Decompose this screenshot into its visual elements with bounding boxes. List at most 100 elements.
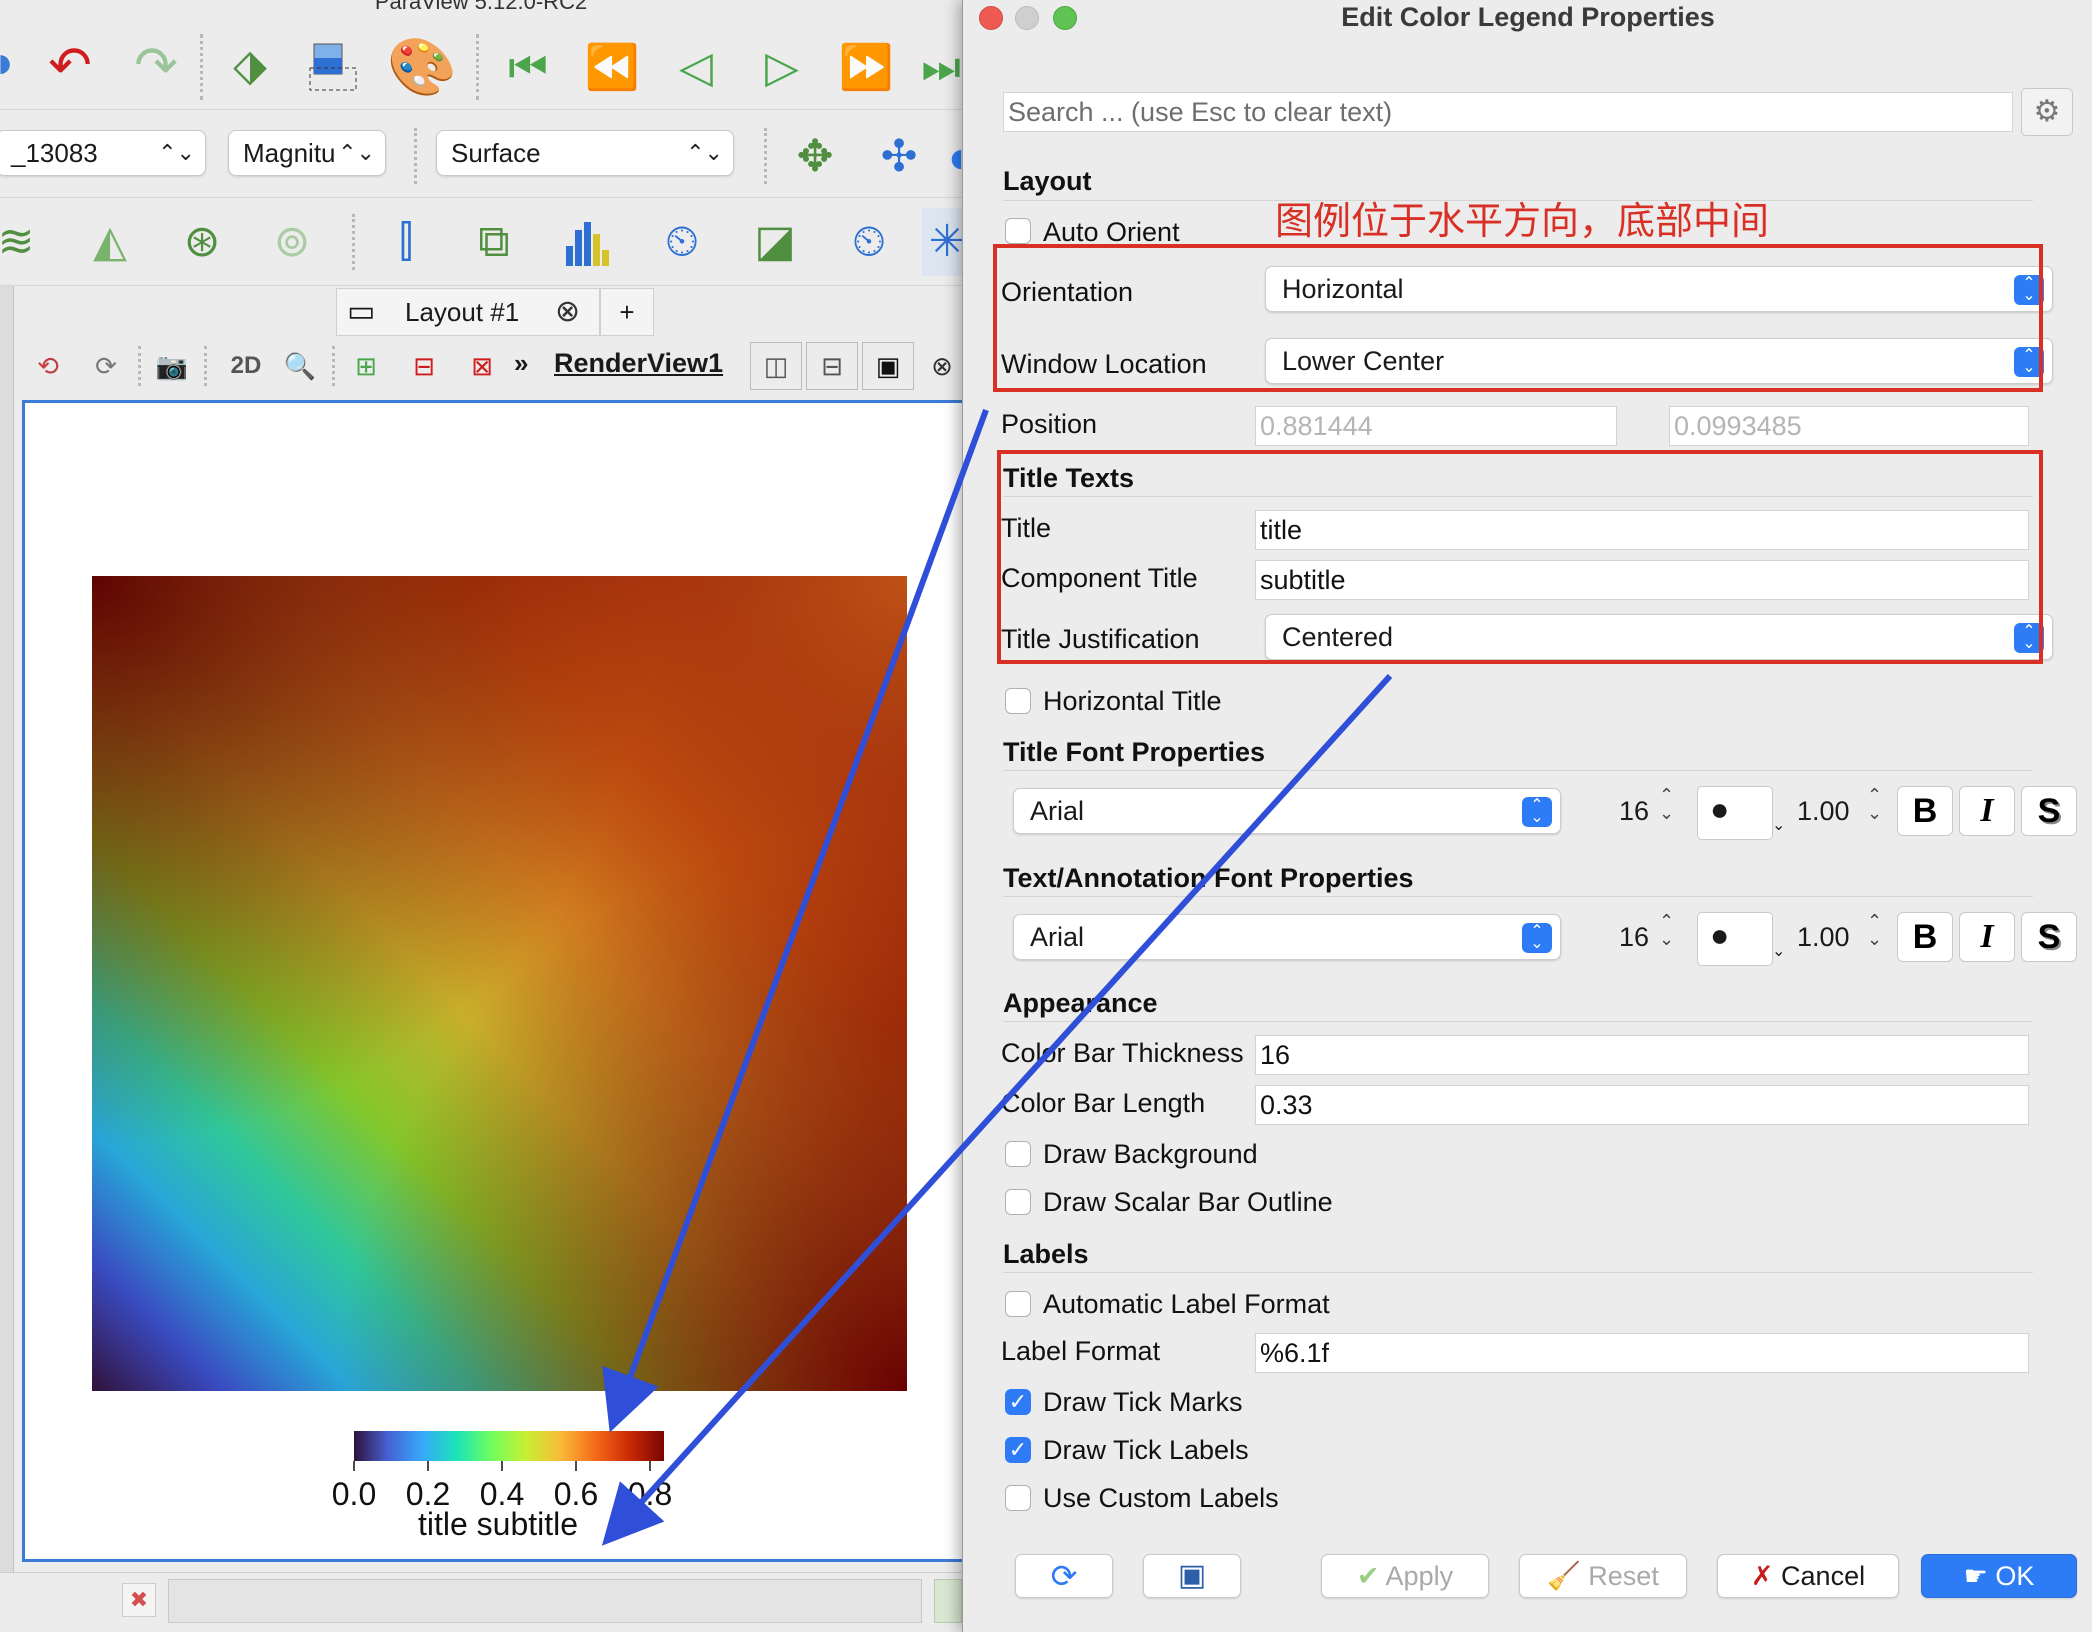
component-title-field[interactable]: subtitle (1255, 560, 2029, 600)
clip-icon[interactable]: ◭ (93, 217, 127, 266)
horizontal-title-checkbox[interactable] (1005, 688, 1031, 714)
contour-icon[interactable]: ≋ (0, 217, 35, 266)
close-view-icon[interactable]: ⊗ (931, 350, 953, 381)
title-font-bold-button[interactable]: B (1897, 786, 1953, 836)
view-name-label[interactable]: RenderView1 (554, 348, 724, 378)
auto-label-format-checkbox[interactable] (1005, 1291, 1031, 1317)
close-window-button[interactable] (979, 6, 1003, 30)
minimize-window-button[interactable] (1015, 6, 1039, 30)
label-format-label: Label Format (1001, 1336, 1161, 1366)
filter-extra-icon[interactable]: ✳ (922, 208, 962, 276)
text-font-family-select[interactable]: Arial ⌃ ⌄ (1013, 914, 1561, 960)
title-font-size-value[interactable]: 16 (1619, 796, 1650, 826)
toolbar-row-3: ≋ ◭ ⊛ ⊚ ⫿ ⧉ ⏲ ◪ ⏲ ✳ (0, 198, 962, 286)
remove-selection-icon[interactable]: ⊟ (413, 350, 435, 381)
refresh-icon[interactable]: ⟳ (1015, 1554, 1113, 1598)
position-y-field[interactable]: 0.0993485 (1669, 406, 2029, 446)
threshold-icon[interactable]: ⊚ (273, 217, 311, 266)
rescale-range-icon[interactable] (302, 36, 366, 96)
auto-orient-checkbox[interactable] (1005, 218, 1031, 244)
text-font-size-value[interactable]: 16 (1619, 922, 1650, 952)
text-font-italic-button[interactable]: I (1959, 912, 2015, 962)
color-by-combo[interactable]: Magnitu ⌃⌄ (228, 130, 386, 176)
render-view[interactable]: 0.00.20.40.60.8 title subtitle (22, 400, 962, 1562)
title-font-italic-button[interactable]: I (1959, 786, 2015, 836)
play-icon[interactable]: ▷ (765, 43, 799, 92)
draw-tick-marks-checkbox[interactable]: ✓ (1005, 1389, 1031, 1415)
zoom-icon[interactable]: ◐ (947, 133, 962, 182)
source-combo[interactable]: _13083 ⌃⌄ (0, 130, 206, 176)
text-font-shadow-button[interactable]: S (2021, 912, 2077, 962)
text-font-size-stepper-icon[interactable]: ⌃ ⌄ (1659, 911, 1675, 949)
color-legend[interactable]: 0.00.20.40.60.8 title subtitle (332, 1431, 672, 1542)
palette-icon[interactable]: 🎨 (387, 35, 457, 98)
color-bar-thickness-value: 16 (1260, 1040, 1291, 1070)
use-custom-labels-checkbox[interactable] (1005, 1485, 1031, 1511)
title-font-size-stepper-icon[interactable]: ⌃ ⌄ (1659, 785, 1675, 823)
plot-over-line-icon[interactable]: ◪ (754, 217, 796, 266)
slice-icon[interactable]: ⊛ (183, 217, 221, 266)
maximize-view-icon[interactable]: ▣ (862, 342, 914, 390)
reset-camera-closest-icon[interactable]: ✥ (796, 132, 834, 181)
clear-error-icon[interactable]: ✖ (122, 1583, 156, 1617)
interactive-select-icon[interactable]: ⟳ (95, 350, 117, 381)
title-font-color-button[interactable]: ● ⌄ (1697, 786, 1785, 840)
draw-tick-labels-checkbox[interactable]: ✓ (1005, 1437, 1031, 1463)
text-font-color-button[interactable]: ● ⌄ (1697, 912, 1785, 966)
color-bar-thickness-field[interactable]: 16 (1255, 1035, 2029, 1075)
last-frame-icon[interactable]: ⏭ (921, 43, 961, 92)
title-font-opacity-stepper-icon[interactable]: ⌃ ⌄ (1867, 785, 1883, 823)
save-icon[interactable]: ▣ (1143, 1554, 1241, 1598)
histogram-icon[interactable] (556, 212, 620, 272)
zoom-to-data-icon[interactable]: ✣ (880, 132, 918, 181)
search-input[interactable]: Search ... (use Esc to clear text) (1003, 92, 2013, 132)
split-vertical-icon[interactable]: ⊟ (806, 342, 858, 390)
reset-button[interactable]: 🧹 Reset (1519, 1554, 1687, 1598)
plot-data-icon[interactable]: ⏲ (851, 217, 887, 266)
reset-camera-icon[interactable]: ⬗ (233, 41, 267, 90)
connect-icon[interactable]: ◗ (0, 38, 19, 87)
apply-button[interactable]: ✔ Apply (1321, 1554, 1489, 1598)
pointer-icon: ☛ (1963, 1561, 1988, 1591)
maximize-window-button[interactable] (1053, 6, 1077, 30)
previous-frame-icon[interactable]: ⏪ (584, 43, 640, 92)
ok-button[interactable]: ☛ OK (1921, 1554, 2077, 1598)
play-backward-icon[interactable]: ◁ (679, 43, 713, 92)
title-font-opacity-value[interactable]: 1.00 (1797, 796, 1850, 826)
text-font-opacity-value[interactable]: 1.00 (1797, 922, 1850, 952)
representation-combo[interactable]: Surface ⌃⌄ (436, 130, 734, 176)
next-frame-icon[interactable]: ⏩ (838, 43, 894, 92)
section-title-texts: Title Texts (1003, 463, 1135, 493)
draw-outline-checkbox[interactable] (1005, 1189, 1031, 1215)
first-frame-icon[interactable]: ⏮ (508, 43, 548, 92)
title-font-shadow-button[interactable]: S (2021, 786, 2077, 836)
add-selection-icon[interactable]: ⊞ (355, 350, 377, 381)
text-font-bold-button[interactable]: B (1897, 912, 1953, 962)
cancel-button[interactable]: ✗ Cancel (1717, 1554, 1899, 1598)
title-font-family-select[interactable]: Arial ⌃ ⌄ (1013, 788, 1561, 834)
split-horizontal-icon[interactable]: ◫ (750, 342, 802, 390)
close-tab-icon[interactable]: ⊗ (555, 295, 581, 328)
position-x-field[interactable]: 0.881444 (1255, 406, 1617, 446)
toggle-selection-icon[interactable]: ⊠ (471, 350, 493, 381)
window-location-label: Window Location (1001, 349, 1207, 379)
label-format-field[interactable]: %6.1f (1255, 1333, 2029, 1373)
camera-icon[interactable]: 📷 (155, 350, 189, 381)
more-tools-icon[interactable]: » (514, 348, 529, 378)
plot-over-time-icon[interactable]: ⏲ (664, 217, 700, 266)
view-2d-button[interactable]: 2D (218, 344, 274, 388)
title-field[interactable]: title (1255, 510, 2029, 550)
color-bar-length-field[interactable]: 0.33 (1255, 1085, 2029, 1125)
capture-selection-icon[interactable]: ⟲ (37, 350, 59, 381)
window-location-select[interactable]: Lower Center ⌃ ⌄ (1265, 338, 2053, 384)
add-layout-tab-button[interactable]: + (600, 288, 654, 336)
draw-background-checkbox[interactable] (1005, 1141, 1031, 1167)
undo-icon[interactable]: ↶ (48, 37, 92, 95)
glyph-icon[interactable]: ⧉ (478, 217, 510, 266)
tab-layout-1[interactable]: ▭ Layout #1 ⊗ (336, 288, 600, 336)
gear-icon[interactable]: ⚙ (2021, 88, 2073, 136)
text-font-opacity-stepper-icon[interactable]: ⌃ ⌄ (1867, 911, 1883, 949)
zoom-to-box-icon[interactable]: 🔍 (283, 350, 317, 381)
extract-subset-icon[interactable]: ⫿ (398, 217, 414, 266)
redo-icon[interactable]: ↷ (134, 37, 178, 95)
